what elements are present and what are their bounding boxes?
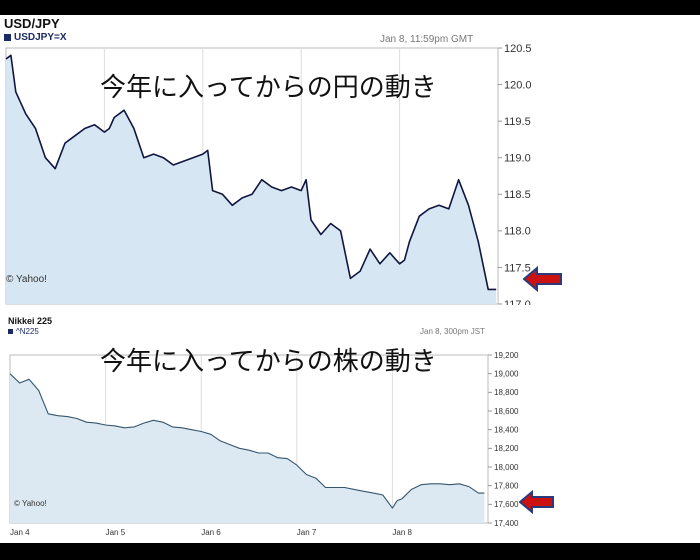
nikkei-legend: ^N225 <box>8 327 39 336</box>
nikkei-timestamp: Jan 8, 300pm JST <box>420 327 485 336</box>
y-tick-label: 119.0 <box>504 153 531 165</box>
y-tick-label: 17,400 <box>494 519 519 528</box>
slide: USD/JPY USDJPY=X Jan 8, 11:59pm GMT 120.… <box>0 15 700 543</box>
usdjpy-timestamp: Jan 8, 11:59pm GMT <box>380 34 474 45</box>
y-tick-label: 118.0 <box>504 226 531 238</box>
y-tick-label: 18,200 <box>494 444 519 453</box>
usdjpy-watermark: © Yahoo! <box>6 274 47 285</box>
series-area <box>10 373 485 523</box>
y-tick-label: 19,000 <box>494 369 519 378</box>
y-tick-label: 118.5 <box>504 189 531 201</box>
usdjpy-overlay-caption: 今年に入ってからの円の動き <box>100 73 437 103</box>
nikkei-line-chart: 19,200 19,000 18,800 18,600 18,400 18,200 18,0… <box>9 351 519 537</box>
x-tick-label: Jan 4 <box>10 528 30 537</box>
series-swatch <box>8 329 13 335</box>
series-line <box>5 54 497 291</box>
y-tick-label: 18,600 <box>494 407 519 416</box>
x-tick-label: Jan 6 <box>201 528 221 537</box>
y-tick-label: 119.5 <box>504 116 531 128</box>
y-tick-label: 18,800 <box>494 388 519 397</box>
y-tick-label: 120.0 <box>504 79 532 91</box>
usdjpy-title: USD/JPY <box>4 16 60 31</box>
series-swatch <box>4 33 11 41</box>
y-tick-label: 117.0 <box>504 299 531 305</box>
series-line <box>9 373 485 509</box>
nikkei-overlay-caption: 今年に入ってからの株の動き <box>100 347 437 377</box>
y-tick-label: 17,800 <box>494 481 519 490</box>
usdjpy-line-chart: 120.5 120.0 119.5 119.0 118.5 118.0 117.5 117.0… <box>5 43 532 305</box>
nikkei-title: Nikkei 225 <box>8 316 53 326</box>
nikkei-watermark: © Yahoo! <box>14 499 47 508</box>
x-tick-label: Jan 8 <box>392 528 412 537</box>
usdjpy-pointer-arrow-icon <box>523 265 562 293</box>
y-tick-label: 17,600 <box>494 500 519 509</box>
y-tick-label: 18,000 <box>494 463 519 472</box>
nikkei-series-label: ^N225 <box>16 327 39 336</box>
y-tick-label: 117.5 <box>504 262 531 274</box>
usdjpy-series-label: USDJPY=X <box>14 32 67 43</box>
usdjpy-legend: USDJPY=X <box>4 32 67 43</box>
y-tick-label: 18,400 <box>494 425 519 434</box>
nikkei-chart-panel: Nikkei 225 ^N225 Jan 8, 300pm JST 19,200… <box>0 315 700 543</box>
y-tick-label: 120.5 <box>504 43 532 55</box>
series-area <box>6 55 497 304</box>
y-tick-label: 19,200 <box>494 351 519 360</box>
usdjpy-chart-panel: USD/JPY USDJPY=X Jan 8, 11:59pm GMT 120.… <box>0 15 700 305</box>
x-tick-label: Jan 7 <box>297 528 317 537</box>
nikkei-pointer-arrow-icon <box>519 489 554 515</box>
x-tick-label: Jan 5 <box>106 528 126 537</box>
